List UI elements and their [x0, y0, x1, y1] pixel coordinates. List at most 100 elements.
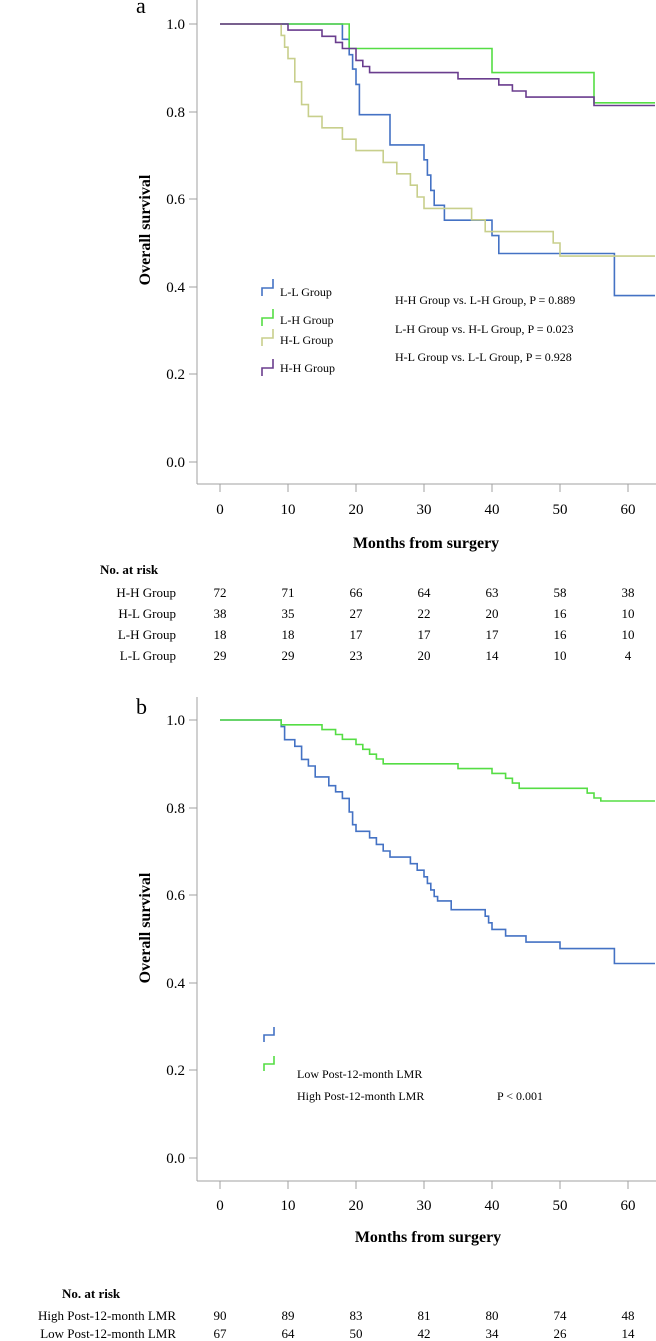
y-tick-label: 0.0 — [166, 455, 185, 471]
risk-cell: 66 — [350, 585, 364, 600]
x-tick-label: 50 — [553, 502, 568, 518]
p-value-annotation: L-H Group vs. H-L Group, P = 0.023 — [395, 322, 574, 336]
risk-cell: 23 — [350, 648, 363, 663]
panel-a-legend: L-L Group L-H Group H-L Group H-H Group — [261, 279, 335, 376]
risk-row-label: High Post-12-month LMR — [38, 1308, 176, 1323]
panel-b-legend: Low Post-12-month LMR High Post-12-month… — [263, 1027, 543, 1103]
legend-label: H-H Group — [280, 361, 335, 375]
panel-a-label: a — [136, 0, 146, 18]
x-tick-label: 50 — [553, 1198, 568, 1214]
risk-cell: 18 — [282, 627, 295, 642]
x-tick-label: 30 — [417, 1198, 432, 1214]
risk-cell: 17 — [350, 627, 364, 642]
panel-a: a 0.0 0.2 0.4 0.6 0.8 1.0 0 10 — [100, 0, 656, 663]
panel-b-x-ticks: 0 10 20 30 40 50 60 — [216, 1181, 636, 1214]
legend-label: Low Post-12-month LMR — [297, 1067, 422, 1081]
risk-cell: 35 — [282, 606, 295, 621]
survival-curve-l-l — [220, 23, 655, 297]
panel-a-risk-table: No. at risk H-H Group 72 71 66 64 63 58 … — [100, 562, 635, 663]
risk-cell: 64 — [418, 585, 432, 600]
risk-cell: 89 — [282, 1308, 295, 1323]
risk-cell: 20 — [486, 606, 499, 621]
risk-row-label: L-L Group — [120, 648, 176, 663]
y-axis-title: Overall survival — [137, 174, 154, 285]
risk-cell: 22 — [418, 606, 431, 621]
x-tick-label: 30 — [417, 502, 432, 518]
risk-cell: 74 — [554, 1308, 568, 1323]
risk-cell: 14 — [622, 1326, 636, 1341]
p-value-annotation: H-L Group vs. L-L Group, P = 0.928 — [395, 350, 572, 364]
x-axis-title: Months from surgery — [355, 1229, 501, 1246]
x-tick-label: 40 — [485, 1198, 500, 1214]
risk-cell: 17 — [418, 627, 432, 642]
risk-table-title: No. at risk — [100, 562, 159, 577]
risk-cell: 4 — [625, 648, 632, 663]
panel-a-x-ticks: 0 10 20 30 40 50 60 — [216, 484, 636, 518]
risk-cell: 18 — [214, 627, 227, 642]
risk-cell: 71 — [282, 585, 295, 600]
x-tick-label: 0 — [216, 1198, 224, 1214]
y-tick-label: 0.8 — [166, 105, 185, 121]
legend-swatch-low-lmr — [263, 1027, 275, 1042]
risk-cell: 38 — [622, 585, 635, 600]
risk-cell: 29 — [214, 648, 227, 663]
y-tick-label: 0.6 — [166, 888, 185, 904]
y-tick-label: 0.6 — [166, 192, 185, 208]
survival-curve-h-h — [220, 23, 655, 107]
risk-cell: 90 — [214, 1308, 227, 1323]
x-tick-label: 60 — [621, 502, 636, 518]
x-tick-label: 0 — [216, 502, 224, 518]
risk-table-title: No. at risk — [62, 1286, 121, 1301]
legend-swatch-h-l — [261, 329, 274, 346]
x-tick-label: 20 — [349, 502, 364, 518]
y-tick-label: 0.4 — [166, 280, 185, 296]
x-tick-label: 10 — [281, 1198, 296, 1214]
legend-swatch-l-h — [261, 309, 274, 326]
risk-cell: 42 — [418, 1326, 431, 1341]
y-tick-label: 0.2 — [166, 367, 185, 383]
risk-cell: 50 — [350, 1326, 363, 1341]
risk-row-label: L-H Group — [118, 627, 176, 642]
p-value-annotation: P < 0.001 — [497, 1089, 543, 1103]
risk-cell: 14 — [486, 648, 500, 663]
legend-label: L-H Group — [280, 313, 334, 327]
risk-cell: 27 — [350, 606, 364, 621]
risk-cell: 48 — [622, 1308, 635, 1323]
risk-cell: 29 — [282, 648, 295, 663]
risk-cell: 10 — [622, 627, 635, 642]
risk-row-label: H-L Group — [118, 606, 176, 621]
risk-cell: 83 — [350, 1308, 363, 1323]
x-axis-title: Months from surgery — [353, 535, 499, 552]
risk-row-label: H-H Group — [116, 585, 176, 600]
panel-a-y-ticks: 0.0 0.2 0.4 0.6 0.8 1.0 — [166, 17, 197, 471]
survival-curve-high-lmr — [220, 719, 655, 802]
panel-b: b 0.0 0.2 0.4 0.6 0.8 1.0 0 10 — [38, 694, 656, 1341]
p-value-annotation: H-H Group vs. L-H Group, P = 0.889 — [395, 293, 575, 307]
y-tick-label: 1.0 — [166, 713, 185, 729]
x-tick-label: 20 — [349, 1198, 364, 1214]
risk-cell: 58 — [554, 585, 567, 600]
panel-b-survival-curves — [220, 719, 655, 965]
risk-cell: 10 — [554, 648, 567, 663]
legend-swatch-l-l — [261, 279, 274, 296]
risk-cell: 67 — [214, 1326, 228, 1341]
survival-curve-h-l — [220, 23, 655, 257]
y-tick-label: 0.8 — [166, 801, 185, 817]
panel-b-y-ticks: 0.0 0.2 0.4 0.6 0.8 1.0 — [166, 713, 197, 1167]
risk-cell: 20 — [418, 648, 431, 663]
panel-b-label: b — [136, 694, 147, 719]
risk-cell: 16 — [554, 627, 568, 642]
x-tick-label: 60 — [621, 1198, 636, 1214]
y-tick-label: 0.0 — [166, 1151, 185, 1167]
y-axis-title: Overall survival — [137, 872, 154, 983]
risk-cell: 16 — [554, 606, 568, 621]
legend-swatch-h-h — [261, 359, 274, 376]
panel-a-p-values: H-H Group vs. L-H Group, P = 0.889 L-H G… — [395, 293, 575, 364]
risk-cell: 72 — [214, 585, 227, 600]
risk-cell: 17 — [486, 627, 500, 642]
survival-curve-low-lmr — [220, 719, 655, 965]
risk-row-label: Low Post-12-month LMR — [40, 1326, 176, 1341]
x-tick-label: 40 — [485, 502, 500, 518]
risk-cell: 10 — [622, 606, 635, 621]
